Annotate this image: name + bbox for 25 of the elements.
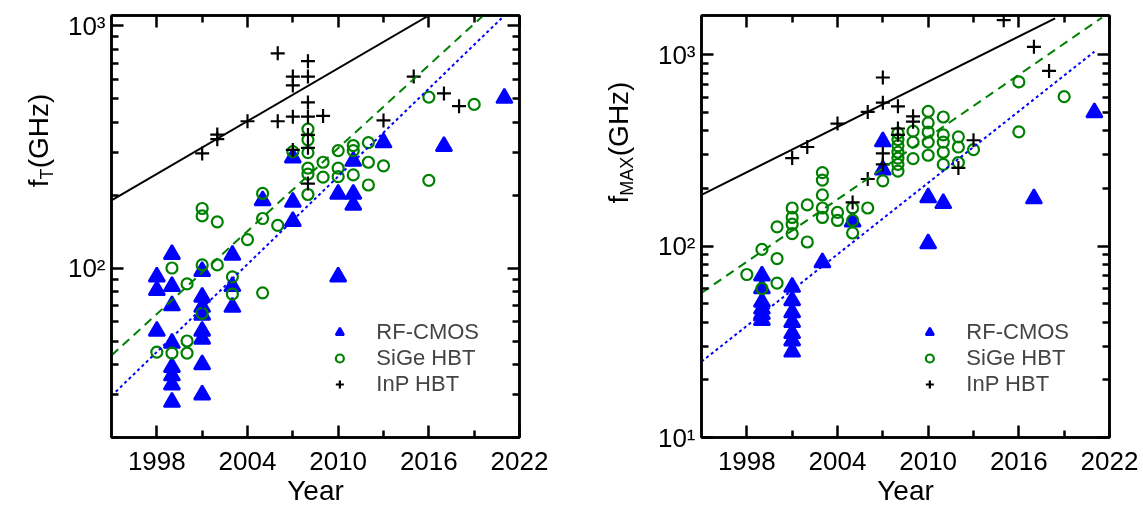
- legend-label: SiGe HBT: [966, 345, 1066, 371]
- x-tick-label: 2016: [399, 445, 458, 476]
- legend-label: SiGe HBT: [376, 345, 476, 371]
- y-axis-title: fT(GHz): [23, 93, 57, 188]
- legend-label: InP HBT: [376, 371, 460, 397]
- y-tick-label: 10³: [67, 10, 106, 41]
- y-tick-label: 10²: [67, 253, 106, 284]
- y-axis-title: fMAX(GHz): [603, 81, 637, 204]
- x-tick-label: 1998: [127, 445, 186, 476]
- x-tick-label: 2010: [899, 445, 958, 476]
- legend-label: InP HBT: [966, 371, 1050, 397]
- x-axis-title: Year: [877, 474, 934, 506]
- x-tick-label: 2010: [309, 445, 368, 476]
- x-tick-label: 2004: [218, 445, 277, 476]
- x-tick-label: 2016: [989, 445, 1048, 476]
- x-axis-title: Year: [287, 474, 344, 506]
- x-tick-label: 1998: [717, 445, 776, 476]
- y-tick-label: 10³: [657, 39, 696, 70]
- x-tick-label: 2004: [808, 445, 867, 476]
- y-tick-label: 10²: [657, 231, 696, 262]
- x-tick-label: 2022: [490, 445, 549, 476]
- legend-label: RF-CMOS: [966, 319, 1069, 345]
- legend-label: RF-CMOS: [376, 319, 479, 345]
- y-tick-label: 10¹: [657, 422, 696, 453]
- x-tick-label: 2022: [1080, 445, 1139, 476]
